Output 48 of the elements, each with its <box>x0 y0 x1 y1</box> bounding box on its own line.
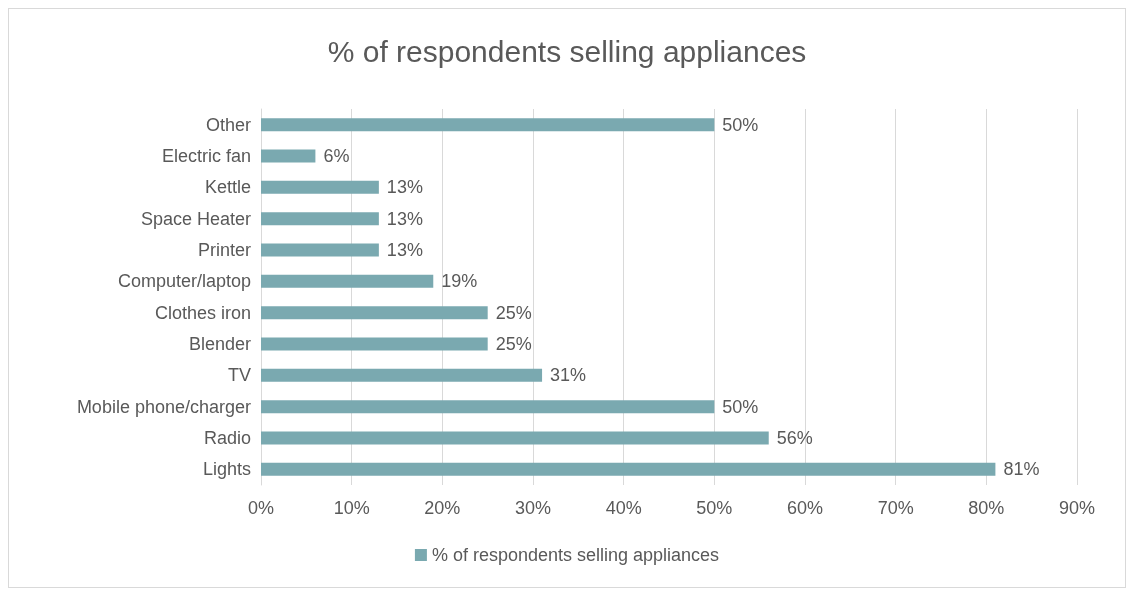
y-tick-label: Electric fan <box>161 146 251 166</box>
y-tick-label: Other <box>205 114 251 135</box>
bar <box>261 462 996 476</box>
bar <box>261 400 715 414</box>
x-tick-label: 50% <box>696 498 733 518</box>
data-label: 50% <box>722 396 759 417</box>
x-tick-label: 0% <box>247 498 275 518</box>
data-label: 81% <box>1003 459 1040 480</box>
data-label: 13% <box>386 177 423 198</box>
data-label: 6% <box>323 146 350 166</box>
x-tick-label: 60% <box>786 498 824 518</box>
y-tick-label: Radio <box>203 428 251 448</box>
y-tick-label: Computer/laptop <box>117 271 251 292</box>
bar <box>261 306 488 320</box>
bar <box>261 180 379 194</box>
y-tick-label: Mobile phone/charger <box>76 396 251 417</box>
x-tick-label: 30% <box>514 498 552 518</box>
y-tick-label: Printer <box>197 240 252 260</box>
data-label: 50% <box>722 114 759 135</box>
y-tick-label: Lights <box>202 459 251 480</box>
x-tick-label: 20% <box>424 498 461 518</box>
data-label: 13% <box>386 240 423 260</box>
x-tick-label: 90% <box>1058 498 1096 518</box>
y-tick-label: Space Heater <box>140 208 251 229</box>
bar <box>261 368 543 382</box>
data-label: 56% <box>776 428 813 448</box>
chart-title: % of respondents selling appliances <box>327 34 807 68</box>
data-label: 13% <box>386 208 423 229</box>
bar <box>261 274 434 288</box>
y-tick-label: TV <box>227 365 251 386</box>
y-tick-label: Kettle <box>204 177 251 198</box>
data-label: 19% <box>441 271 478 292</box>
data-label: 31% <box>550 365 587 386</box>
bar <box>261 337 488 351</box>
data-label: 25% <box>495 302 532 323</box>
data-label: 25% <box>495 334 532 354</box>
y-tick-label: Clothes iron <box>154 302 251 323</box>
y-tick-label: Blender <box>188 334 251 354</box>
bar <box>261 118 715 132</box>
x-tick-label: 10% <box>333 498 370 518</box>
x-tick-label: 40% <box>605 498 642 518</box>
bar <box>261 212 379 226</box>
legend-label: % of respondents selling appliances <box>431 545 720 565</box>
bar <box>261 243 379 257</box>
x-tick-label: 70% <box>877 498 914 518</box>
bar <box>261 431 769 445</box>
bar <box>261 149 316 163</box>
x-tick-label: 80% <box>968 498 1005 518</box>
